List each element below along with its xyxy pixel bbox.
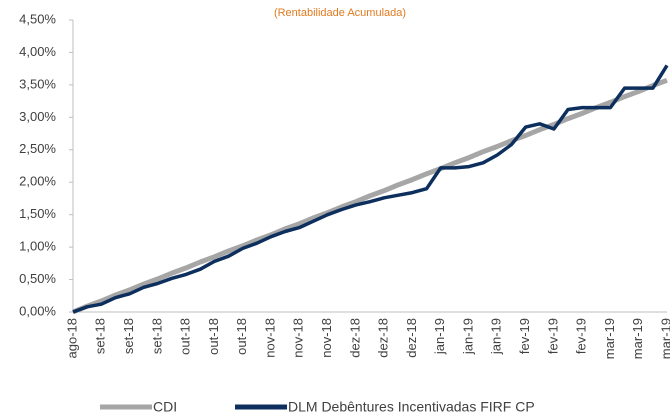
y-tick-label: 4,50%	[19, 11, 56, 26]
x-tick-label: dez-18	[347, 318, 362, 358]
x-tick-label: mar-19	[658, 318, 670, 359]
chart-title: (Rentabilidade Acumulada)	[274, 7, 406, 19]
legend-label: CDI	[153, 399, 177, 415]
x-tick-label: jan-19	[432, 318, 447, 355]
x-tick-label: mar-19	[630, 318, 645, 359]
x-tick-label: nov-18	[262, 318, 277, 358]
x-tick-label: fev-19	[574, 318, 589, 354]
x-tick-label: nov-18	[291, 318, 306, 358]
y-tick-label: 0,00%	[19, 303, 56, 318]
y-tick-label: 2,50%	[19, 141, 56, 156]
x-tick-label: out-18	[206, 318, 221, 355]
y-tick-label: 3,50%	[19, 76, 56, 91]
x-tick-label: out-18	[234, 318, 249, 355]
x-tick-label: dez-18	[376, 318, 391, 358]
x-tick-label: out-18	[178, 318, 193, 355]
series-line	[72, 77, 668, 315]
x-tick-label: set-18	[149, 318, 164, 354]
x-tick-label: set-18	[93, 318, 108, 354]
y-tick-label: 3,00%	[19, 109, 56, 124]
x-tick-label: nov-18	[319, 318, 334, 358]
y-tick-label: 1,00%	[19, 239, 56, 254]
y-tick-label: 4,00%	[19, 44, 56, 59]
y-tick-label: 2,00%	[19, 174, 56, 189]
y-tick-label: 0,50%	[19, 271, 56, 286]
x-tick-label: ago-18	[64, 318, 79, 358]
x-tick-label: dez-18	[404, 318, 419, 358]
x-tick-label: fev-19	[517, 318, 532, 354]
x-tick-label: mar-19	[602, 318, 617, 359]
legend-label: DLM Debêntures Incentivadas FIRF CP	[288, 399, 535, 415]
x-tick-label: jan-19	[489, 318, 504, 355]
x-tick-label: fev-19	[545, 318, 560, 354]
x-tick-label: jan-19	[460, 318, 475, 355]
series-line	[72, 64, 669, 314]
x-tick-label: set-18	[121, 318, 136, 354]
y-tick-label: 1,50%	[19, 206, 56, 221]
